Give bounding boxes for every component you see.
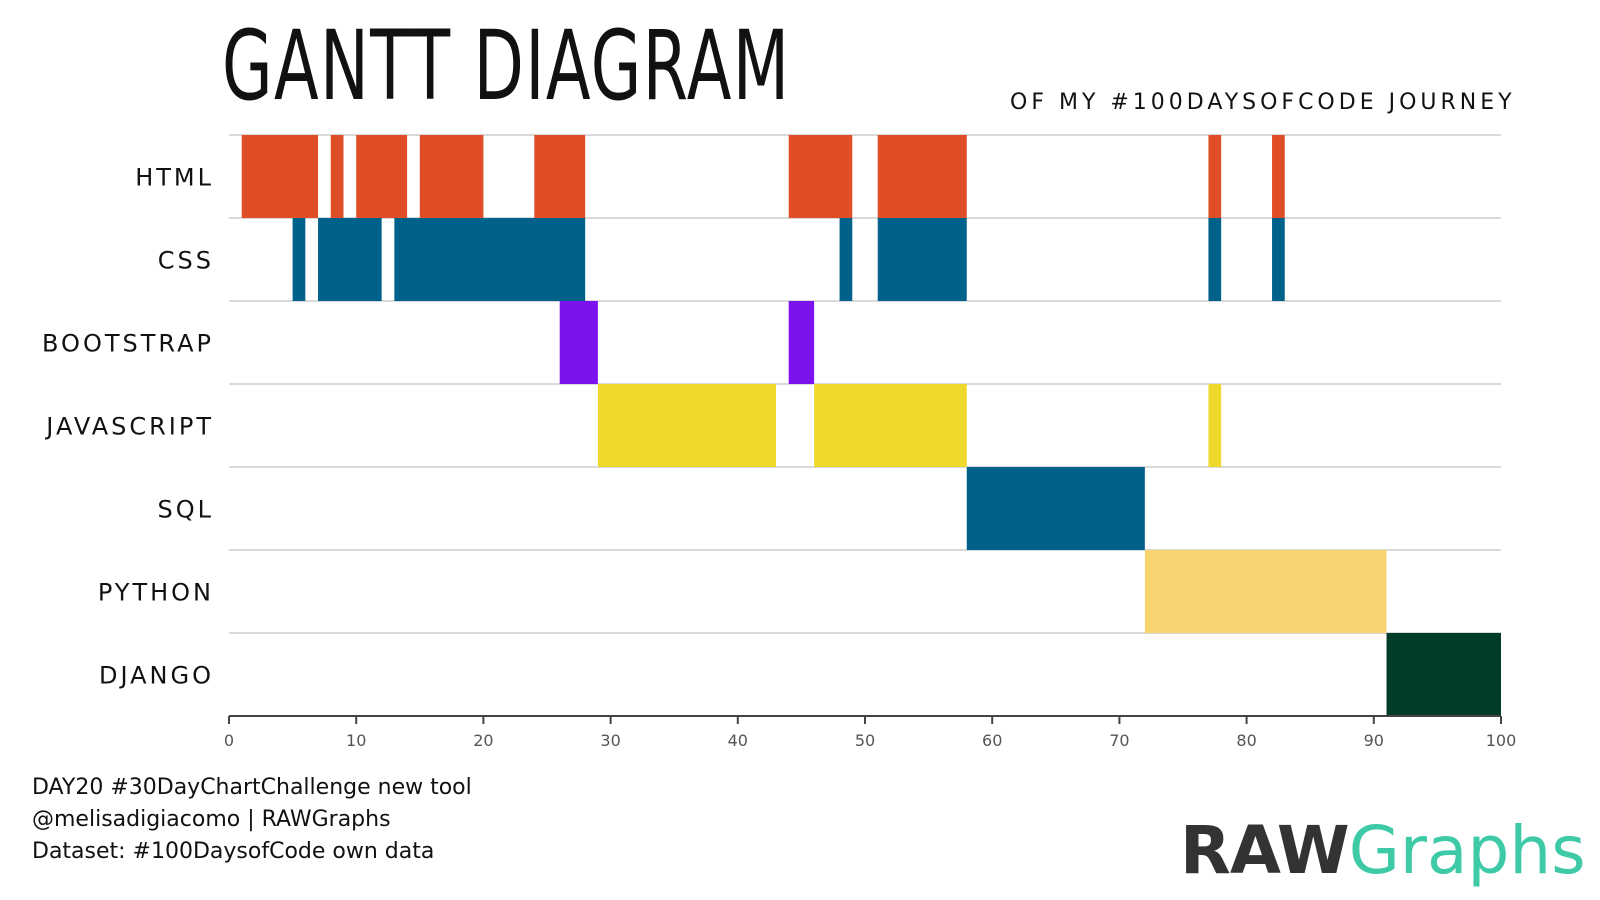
bar-bootstrap (788, 301, 815, 384)
bar-html (1272, 135, 1285, 218)
chart-subtitle: OF MY #100DAYSOFCODE JOURNEY (1010, 90, 1516, 115)
x-tick-label: 10 (346, 731, 366, 750)
bar-python (1144, 550, 1387, 633)
bar-css (1272, 218, 1285, 301)
bar-sql (966, 467, 1145, 550)
bar-css (394, 218, 586, 301)
category-label-html: HTML (135, 164, 214, 192)
rawgraphs-logo: RAWGraphs (1180, 818, 1586, 884)
x-axis: 0 10 20 30 40 50 60 70 80 90 100 (224, 715, 1517, 750)
x-tick-label: 0 (224, 731, 234, 750)
bar-bootstrap (559, 301, 598, 384)
x-tick-label: 70 (1109, 731, 1129, 750)
bar-css (877, 218, 967, 301)
bar-html (356, 135, 408, 218)
x-tick-label: 20 (473, 731, 493, 750)
x-tick-label: 30 (600, 731, 620, 750)
footer-line-3: Dataset: #100DaysofCode own data (32, 839, 435, 864)
category-label-django: DJANGO (99, 662, 214, 690)
category-label-python: PYTHON (98, 579, 214, 607)
bar-html (788, 135, 853, 218)
bar-html (877, 135, 967, 218)
task-bars (241, 135, 1501, 716)
chart-title: GANTT DIAGRAM (222, 10, 791, 122)
bar-html (1208, 135, 1222, 218)
category-label-javascript: JAVASCRIPT (44, 413, 214, 441)
category-labels: HTML CSS BOOTSTRAP JAVASCRIPT SQL PYTHON DJANG… (42, 164, 215, 690)
bar-css (292, 218, 306, 301)
x-tick-label: 100 (1486, 731, 1517, 750)
bar-css (1208, 218, 1222, 301)
bar-html (419, 135, 484, 218)
footer-line-2: @melisadigiacomo | RAWGraphs (32, 807, 391, 832)
bar-css (318, 218, 382, 301)
category-label-css: CSS (158, 247, 214, 275)
category-label-sql: SQL (158, 496, 215, 524)
bar-html (534, 135, 586, 218)
bar-css (839, 218, 853, 301)
bar-javascript (597, 384, 776, 467)
x-tick-label: 40 (728, 731, 748, 750)
logo-raw-text: RAW (1180, 812, 1350, 889)
bar-django (1386, 633, 1501, 716)
bar-html (241, 135, 319, 218)
x-tick-label: 90 (1364, 731, 1384, 750)
bar-html (330, 135, 344, 218)
logo-graphs-text: Graphs (1348, 812, 1586, 889)
x-tick-label: 60 (982, 731, 1002, 750)
x-tick-label: 80 (1236, 731, 1256, 750)
category-label-bootstrap: BOOTSTRAP (42, 330, 214, 358)
bar-javascript (1208, 384, 1222, 467)
x-tick-label: 50 (855, 731, 875, 750)
footer-line-1: DAY20 #30DayChartChallenge new tool (32, 775, 472, 800)
bar-javascript (814, 384, 967, 467)
